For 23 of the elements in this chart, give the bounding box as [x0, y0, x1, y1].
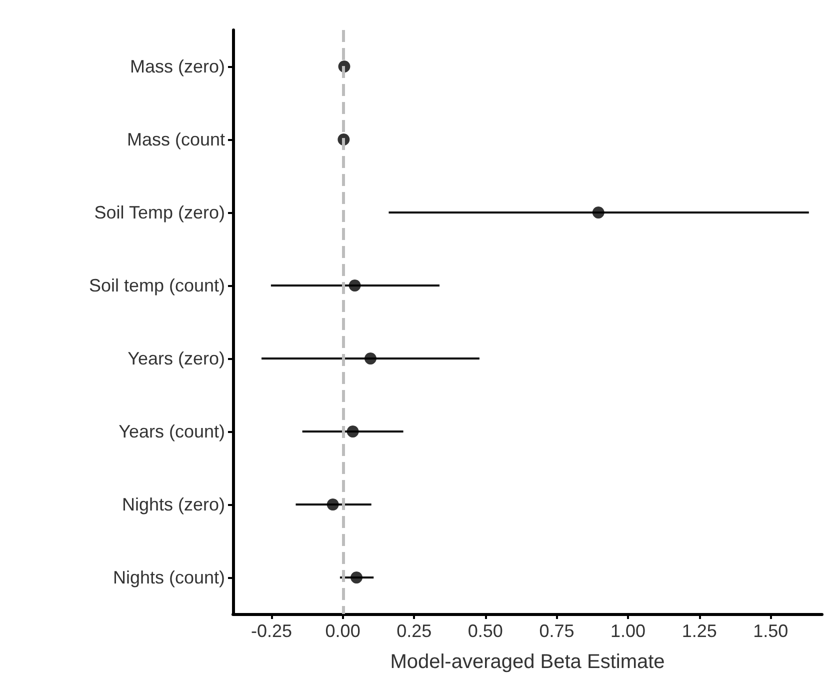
- x-tick-label: 0.25: [396, 621, 432, 641]
- y-tick-label: Soil temp (count): [88, 276, 225, 296]
- y-tick-label: Mass (zero): [130, 56, 225, 76]
- y-tick-label: Years (zero): [128, 348, 225, 368]
- x-tick-label: 0.00: [325, 621, 360, 641]
- x-axis-title: Model-averaged Beta Estimate: [390, 651, 665, 673]
- y-tick-label: Nights (count): [112, 568, 225, 588]
- point: [350, 572, 363, 584]
- x-tick-label: 1.50: [753, 621, 788, 641]
- y-tick-label: Soil Temp (zero): [94, 202, 225, 222]
- x-tick-label: 0.50: [468, 621, 503, 641]
- y-tick-label: Nights (zero): [122, 494, 225, 514]
- point: [364, 352, 376, 364]
- point: [348, 280, 361, 292]
- y-tick-label: Years (count): [118, 422, 225, 442]
- point: [326, 498, 339, 510]
- x-tick-label: 0.75: [539, 621, 574, 641]
- point: [592, 206, 604, 218]
- x-tick-label: 1.00: [610, 621, 646, 641]
- x-tick-label: 1.25: [682, 621, 717, 641]
- point: [346, 426, 359, 438]
- y-tick-label: Mass (count: [126, 130, 225, 150]
- x-tick-label: -0.25: [250, 621, 292, 641]
